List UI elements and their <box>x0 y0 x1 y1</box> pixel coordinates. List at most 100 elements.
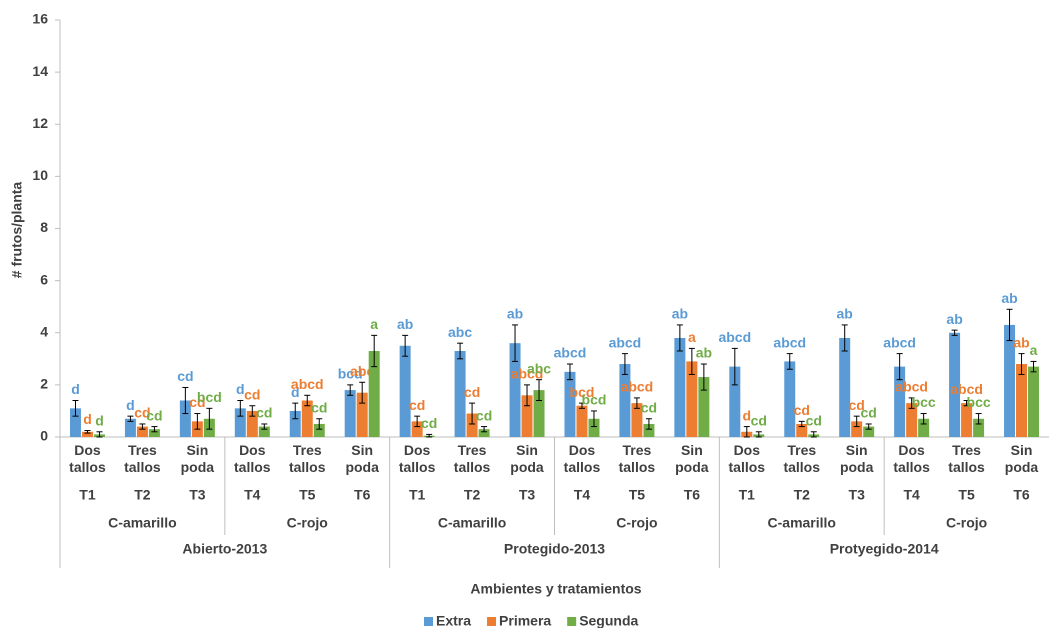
bar <box>368 350 380 437</box>
data-label: ab <box>397 316 413 332</box>
data-label: abcd <box>511 366 544 382</box>
error-bar <box>853 415 860 428</box>
error-bar <box>688 347 695 375</box>
x-tick-label: Sin poda <box>180 442 215 475</box>
x-tick-label: Dos tallos <box>563 442 601 475</box>
data-label: cd <box>794 402 810 418</box>
data-label: abcd <box>291 376 324 392</box>
error-bar <box>84 429 91 434</box>
data-label: bcc <box>912 394 936 410</box>
error-bar <box>951 329 958 336</box>
bar <box>521 395 533 437</box>
error-bar <box>512 324 519 362</box>
data-label: cd <box>861 405 877 421</box>
data-label: d <box>291 384 300 400</box>
bar <box>576 405 588 437</box>
y-tick-label: 6 <box>40 271 48 287</box>
x-code-label: T4 <box>903 487 920 503</box>
bar <box>356 392 368 437</box>
error-bar <box>194 413 201 430</box>
data-label: abc <box>527 360 551 376</box>
x-group-label: C-rojo <box>946 515 987 531</box>
data-label: d <box>83 411 92 427</box>
data-label: abcd <box>950 381 983 397</box>
x-tick-label: Sin poda <box>345 442 379 475</box>
data-label: d <box>743 407 752 423</box>
y-tick-label: 16 <box>32 11 48 27</box>
bar <box>246 410 258 437</box>
data-label: abcd <box>718 329 751 345</box>
x-category: Dos tallos <box>563 442 601 475</box>
x-category: Tres tallos <box>289 442 326 475</box>
bar <box>478 429 490 437</box>
data-label: abcd <box>895 379 928 395</box>
x-code-label: T5 <box>299 487 316 503</box>
error-bar <box>426 433 433 438</box>
x-env-label: Protyegido-2014 <box>830 541 939 557</box>
y-tick-label: 2 <box>40 376 48 392</box>
x-group-label: C-rojo <box>287 515 328 531</box>
x-category: Tres tallos <box>619 442 656 475</box>
x-tick-label: Dos tallos <box>398 442 436 475</box>
data-label: cd <box>409 397 425 413</box>
x-code-label: T2 <box>794 487 811 503</box>
x-category: Sin poda <box>840 442 873 475</box>
data-label: cd <box>177 368 193 384</box>
x-env-label: Protegido-2013 <box>504 541 605 557</box>
x-tick-label: Sin poda <box>675 442 709 475</box>
x-tick-label: Tres tallos <box>783 442 821 475</box>
error-bar <box>700 363 707 391</box>
error-bar <box>347 384 354 396</box>
bar <box>588 418 600 437</box>
x-category: Sin poda <box>510 442 543 475</box>
error-bar <box>402 334 409 357</box>
bar <box>1004 324 1016 437</box>
x-category: Sin poda <box>345 442 379 475</box>
error-bar <box>798 420 805 428</box>
data-label: d <box>95 412 104 428</box>
data-label: cd <box>421 415 437 431</box>
bar <box>124 418 136 437</box>
data-label: cd <box>134 405 150 421</box>
bar <box>619 364 631 437</box>
x-code-label: T3 <box>849 487 866 503</box>
data-label: abcd <box>554 345 587 361</box>
bar <box>643 423 655 437</box>
bar <box>399 345 411 437</box>
error-bar <box>841 324 848 352</box>
x-category: Sin poda <box>180 442 215 475</box>
error-bar <box>963 400 970 407</box>
x-category: Sin poda <box>1005 442 1038 475</box>
x-code-label: T2 <box>134 487 151 503</box>
x-category: Tres tallos <box>948 442 985 475</box>
data-label: cd <box>849 397 865 413</box>
error-bar <box>731 347 738 386</box>
error-bar <box>975 413 982 425</box>
bar <box>533 390 545 437</box>
bar <box>234 408 246 437</box>
data-label: abcd <box>621 379 654 395</box>
y-tick-label: 12 <box>32 115 48 131</box>
error-bar <box>127 415 134 422</box>
data-label: ab <box>507 306 523 322</box>
x-code-label: T6 <box>354 487 371 503</box>
error-bar <box>590 410 597 428</box>
y-tick-label: 10 <box>32 167 48 183</box>
x-axis-title: Ambientes y tratamientos <box>470 581 641 597</box>
x-tick-label: Dos tallos <box>69 442 106 475</box>
error-bar <box>371 334 378 368</box>
error-bar <box>206 407 213 430</box>
x-tick-label: Tres tallos <box>453 442 491 475</box>
legend-swatch <box>424 617 433 626</box>
data-label: bcd <box>570 384 595 400</box>
error-bar <box>566 363 573 381</box>
bar <box>509 343 521 437</box>
bar <box>289 410 301 437</box>
x-code-label: T1 <box>79 487 96 503</box>
x-code-label: T5 <box>958 487 975 503</box>
error-bar <box>359 381 366 404</box>
error-bar <box>481 426 488 433</box>
error-bar <box>1018 353 1025 375</box>
bar <box>136 426 148 437</box>
